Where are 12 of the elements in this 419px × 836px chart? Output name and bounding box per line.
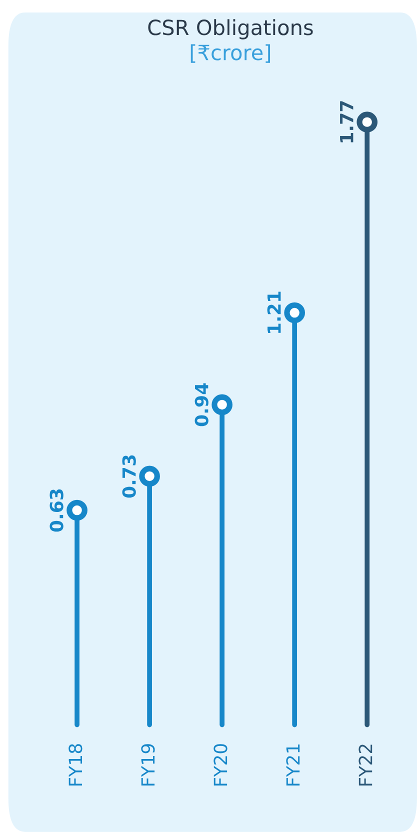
data-label: 1.21 xyxy=(267,292,281,333)
x-tick-label: FY18 xyxy=(68,744,82,786)
x-tick-label: FY19 xyxy=(141,744,155,786)
x-tick-label: FY22 xyxy=(358,744,372,786)
data-label: 0.63 xyxy=(50,489,64,532)
x-tick-label: FY21 xyxy=(286,744,300,786)
chart-title: CSR Obligations xyxy=(148,19,313,40)
data-label: 0.73 xyxy=(122,455,136,498)
chart-subtitle: [₹crore] xyxy=(190,44,270,63)
data-label: 1.77 xyxy=(340,101,354,142)
data-label: 0.94 xyxy=(194,383,208,426)
x-tick-label: FY20 xyxy=(214,744,228,786)
